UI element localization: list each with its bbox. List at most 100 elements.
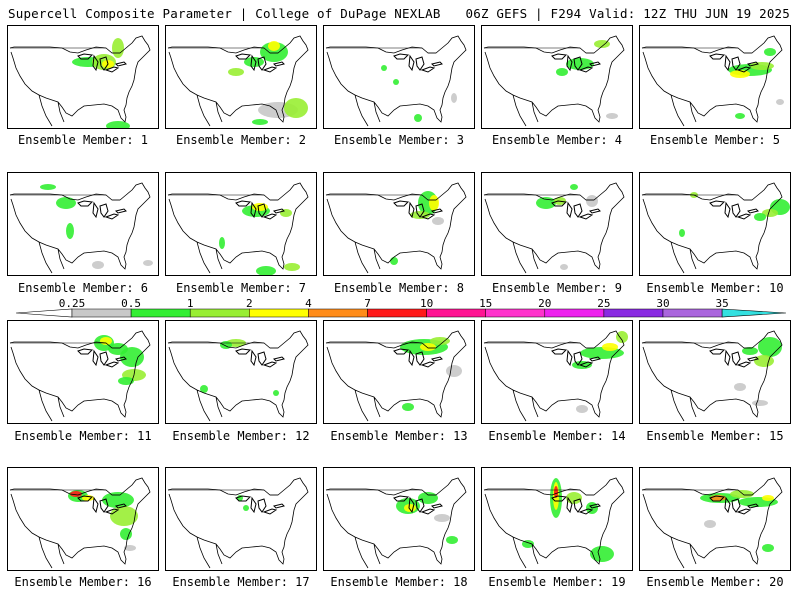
coastline bbox=[641, 182, 783, 274]
scp-contour bbox=[730, 70, 750, 78]
border-line bbox=[642, 194, 752, 201]
scp-contour bbox=[560, 264, 568, 270]
ensemble-panel-7 bbox=[165, 172, 317, 276]
member-label-13: Ensemble Member: 13 bbox=[330, 429, 468, 443]
ensemble-panel-11 bbox=[7, 320, 159, 424]
colorbar-tick-label: 15 bbox=[479, 297, 493, 310]
border-line bbox=[10, 489, 120, 496]
scp-contour bbox=[679, 229, 685, 237]
member-label-7: Ensemble Member: 7 bbox=[175, 281, 307, 295]
scp-contour bbox=[70, 491, 82, 497]
us-map-20 bbox=[641, 477, 783, 569]
scp-contour bbox=[586, 195, 598, 207]
ensemble-panel-9 bbox=[481, 172, 633, 276]
colorbar-segment bbox=[367, 308, 427, 318]
coastline bbox=[9, 35, 151, 127]
great-lakes bbox=[709, 200, 759, 220]
scp-contour bbox=[112, 38, 124, 58]
scp-contour bbox=[124, 545, 136, 551]
scp-contour bbox=[750, 62, 774, 70]
scp-contour bbox=[742, 347, 758, 355]
scp-contour bbox=[762, 495, 774, 501]
coastline bbox=[9, 330, 151, 422]
border-line bbox=[642, 342, 752, 349]
member-label-18: Ensemble Member: 18 bbox=[330, 575, 468, 589]
great-lakes bbox=[551, 348, 601, 368]
scp-contour bbox=[758, 337, 782, 357]
colorbar-tick-label: 1 bbox=[186, 297, 194, 310]
scp-contour bbox=[66, 223, 74, 239]
colorbar-tick-label: 4 bbox=[305, 297, 312, 310]
scp-contour bbox=[414, 114, 422, 122]
coastline bbox=[641, 35, 783, 127]
scp-contour bbox=[219, 237, 225, 249]
colorbar-tick-label: 7 bbox=[364, 297, 371, 310]
border-line bbox=[168, 194, 278, 201]
colorbar-tick-label: 30 bbox=[656, 297, 670, 310]
scp-contour bbox=[734, 383, 746, 391]
great-lakes bbox=[77, 495, 127, 515]
member-label-12: Ensemble Member: 12 bbox=[172, 429, 310, 443]
scp-contour bbox=[616, 331, 628, 343]
us-map-2 bbox=[167, 35, 309, 127]
scp-contour bbox=[762, 209, 778, 217]
scp-contour bbox=[260, 42, 288, 62]
colorbar-tick-label: 0.25 bbox=[58, 297, 86, 310]
scp-contour bbox=[393, 79, 399, 85]
scp-contour bbox=[102, 492, 134, 508]
great-lakes bbox=[235, 495, 285, 515]
great-lakes bbox=[709, 53, 759, 73]
ensemble-panel-13 bbox=[323, 320, 475, 424]
coastline bbox=[325, 477, 467, 569]
us-map-4 bbox=[483, 35, 625, 127]
us-map-11 bbox=[9, 330, 151, 422]
coastline bbox=[641, 330, 783, 422]
scp-contour bbox=[200, 385, 208, 393]
member-label-8: Ensemble Member: 8 bbox=[333, 281, 465, 295]
scp-contour bbox=[56, 197, 76, 209]
scp-contour bbox=[284, 263, 300, 271]
great-lakes bbox=[709, 348, 759, 368]
ensemble-panel-17 bbox=[165, 467, 317, 571]
member-label-4: Ensemble Member: 4 bbox=[491, 133, 623, 147]
border-line bbox=[10, 47, 120, 54]
scp-contour bbox=[410, 211, 430, 219]
colorbar-segment bbox=[189, 308, 250, 318]
scp-contour bbox=[602, 343, 618, 351]
scp-contour bbox=[106, 121, 130, 128]
colorbar-arrow-right bbox=[721, 308, 787, 318]
scp-contour bbox=[754, 355, 774, 367]
ensemble-panel-3 bbox=[323, 25, 475, 129]
coastline bbox=[325, 35, 467, 127]
colorbar-arrow-left bbox=[15, 308, 73, 318]
coastline bbox=[167, 330, 309, 422]
scp-contour bbox=[420, 343, 436, 351]
scp-contour bbox=[556, 68, 568, 76]
great-lakes bbox=[551, 200, 601, 220]
colorbar-segment bbox=[426, 308, 486, 318]
great-lakes bbox=[235, 200, 285, 220]
scp-contour bbox=[390, 257, 398, 265]
member-label-6: Ensemble Member: 6 bbox=[17, 281, 149, 295]
scp-contour bbox=[704, 520, 716, 528]
scp-contour bbox=[252, 119, 268, 125]
scp-contour bbox=[92, 261, 104, 269]
member-label-3: Ensemble Member: 3 bbox=[333, 133, 465, 147]
scp-contour bbox=[381, 65, 387, 71]
great-lakes bbox=[235, 53, 285, 73]
ensemble-panel-12 bbox=[165, 320, 317, 424]
us-map-3 bbox=[325, 35, 467, 127]
colorbar-segment bbox=[249, 308, 309, 318]
border-line bbox=[642, 489, 752, 496]
great-lakes bbox=[77, 348, 127, 368]
ensemble-panel-10 bbox=[639, 172, 791, 276]
us-map-19 bbox=[483, 477, 625, 569]
us-map-6 bbox=[9, 182, 153, 274]
great-lakes bbox=[551, 53, 601, 73]
member-label-5: Ensemble Member: 5 bbox=[649, 133, 781, 147]
scp-contour bbox=[143, 260, 153, 266]
coastline bbox=[483, 35, 625, 127]
scp-contour bbox=[580, 347, 624, 359]
coastline bbox=[325, 182, 467, 274]
scp-contour bbox=[434, 514, 450, 522]
